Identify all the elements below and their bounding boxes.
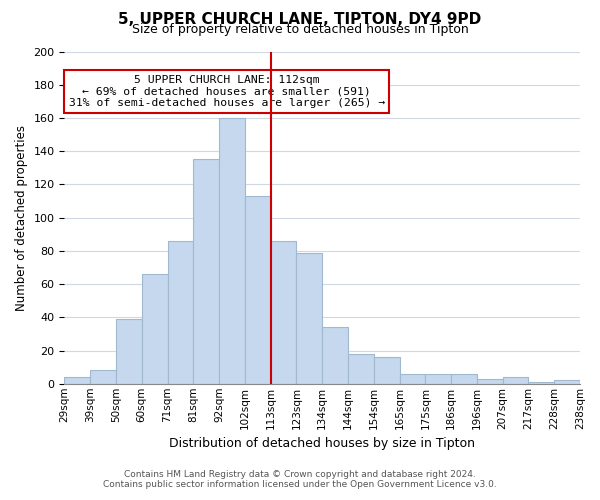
Text: Contains HM Land Registry data © Crown copyright and database right 2024.
Contai: Contains HM Land Registry data © Crown c…	[103, 470, 497, 489]
Bar	[529, 382, 554, 384]
Text: 5, UPPER CHURCH LANE, TIPTON, DY4 9PD: 5, UPPER CHURCH LANE, TIPTON, DY4 9PD	[118, 12, 482, 26]
Bar	[271, 241, 296, 384]
Bar	[142, 274, 167, 384]
Bar	[219, 118, 245, 384]
Bar	[425, 374, 451, 384]
Bar	[90, 370, 116, 384]
Bar	[400, 374, 425, 384]
Bar	[322, 328, 348, 384]
Text: 5 UPPER CHURCH LANE: 112sqm
← 69% of detached houses are smaller (591)
31% of se: 5 UPPER CHURCH LANE: 112sqm ← 69% of det…	[68, 75, 385, 108]
Bar	[64, 377, 90, 384]
Bar	[116, 319, 142, 384]
Bar	[193, 160, 219, 384]
Bar	[296, 252, 322, 384]
Bar	[451, 374, 477, 384]
Bar	[503, 377, 529, 384]
Bar	[554, 380, 580, 384]
Y-axis label: Number of detached properties: Number of detached properties	[15, 124, 28, 310]
Bar	[374, 357, 400, 384]
Bar	[348, 354, 374, 384]
Bar	[167, 241, 193, 384]
Text: Size of property relative to detached houses in Tipton: Size of property relative to detached ho…	[131, 24, 469, 36]
Bar	[245, 196, 271, 384]
Bar	[477, 379, 503, 384]
X-axis label: Distribution of detached houses by size in Tipton: Distribution of detached houses by size …	[169, 437, 475, 450]
